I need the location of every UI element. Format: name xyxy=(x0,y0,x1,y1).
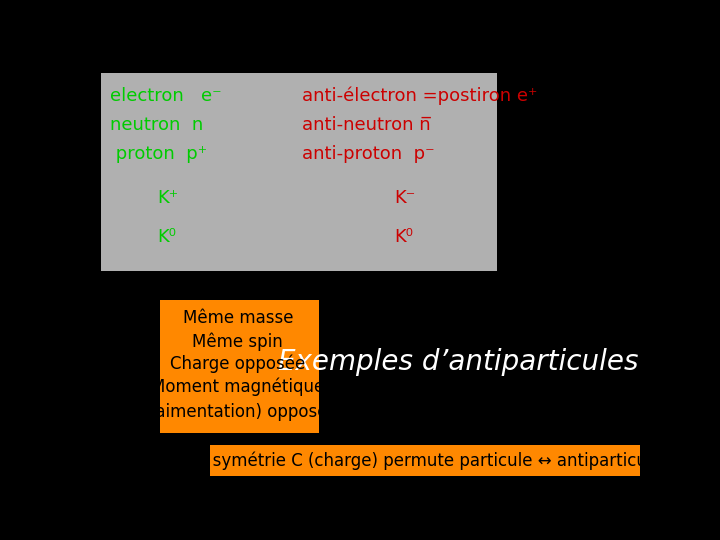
Bar xyxy=(101,73,498,271)
Bar xyxy=(160,300,319,433)
Text: Même spin: Même spin xyxy=(192,332,283,350)
Text: (aimentation) opposé: (aimentation) opposé xyxy=(148,403,327,421)
Text: Moment magnétique: Moment magnétique xyxy=(151,378,325,396)
Text: K⁰: K⁰ xyxy=(394,228,413,246)
Text: neutron  n: neutron n xyxy=(109,116,203,134)
Text: anti-proton  p⁻: anti-proton p⁻ xyxy=(302,145,435,163)
Text: electron   e⁻: electron e⁻ xyxy=(109,87,221,105)
Text: anti-neutron n̅: anti-neutron n̅ xyxy=(302,116,431,134)
Text: K⁺: K⁺ xyxy=(157,189,178,207)
Text: proton  p⁺: proton p⁺ xyxy=(109,145,207,163)
Text: Charge opposée: Charge opposée xyxy=(170,355,305,374)
Text: Même masse: Même masse xyxy=(183,309,293,327)
Bar xyxy=(210,446,639,476)
Text: K⁻: K⁻ xyxy=(394,189,415,207)
Text: K⁰: K⁰ xyxy=(157,228,176,246)
Text: La symétrie C (charge) permute particule ↔ antiparticule: La symétrie C (charge) permute particule… xyxy=(188,451,662,470)
Text: anti-électron =postiron e⁺: anti-électron =postiron e⁺ xyxy=(302,87,537,105)
Text: Exemples d’antiparticules: Exemples d’antiparticules xyxy=(278,348,639,376)
